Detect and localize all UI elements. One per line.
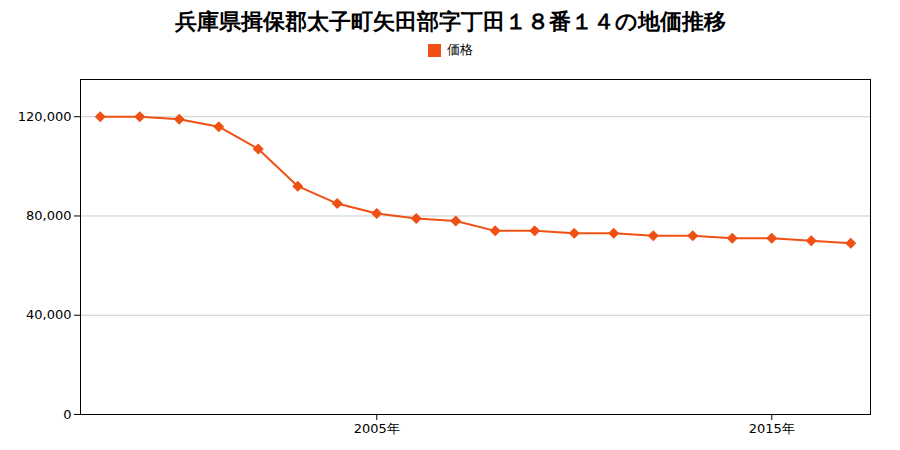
svg-text:120,000: 120,000	[18, 109, 72, 124]
svg-text:80,000: 80,000	[26, 208, 72, 223]
svg-text:40,000: 40,000	[26, 307, 72, 322]
html-text:価格: 価格	[446, 42, 473, 57]
svg-text:0: 0	[63, 407, 71, 422]
html-text:兵庫県揖保郡太子町矢田部字丁田１８番１４の地価推移: 兵庫県揖保郡太子町矢田部字丁田１８番１４の地価推移	[174, 9, 726, 34]
svg-text:2005年: 2005年	[354, 421, 400, 436]
svg-text:2015年: 2015年	[749, 421, 795, 436]
